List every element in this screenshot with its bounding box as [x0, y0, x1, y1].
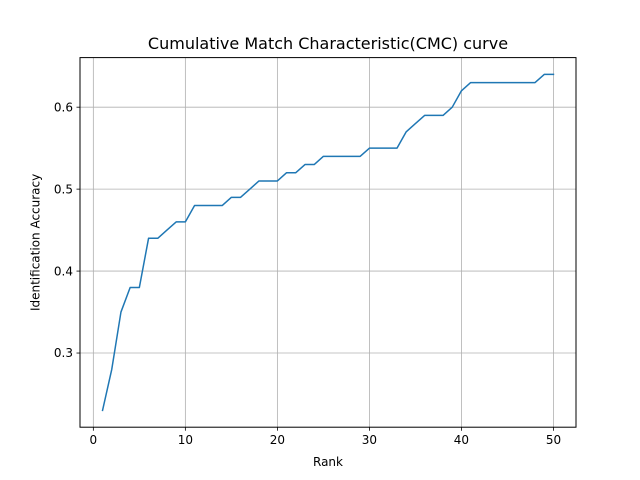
grid [80, 57, 576, 428]
y-tick-label: 0.3 [54, 346, 73, 360]
x-tick-label: 10 [178, 433, 193, 447]
series-layer [101, 73, 555, 412]
x-axis-ticks: 0 10 20 30 40 50 [90, 427, 561, 447]
plot-frame [79, 57, 577, 428]
x-axis-label: Rank [313, 455, 343, 469]
y-axis-ticks: 0.3 0.4 0.5 0.6 [54, 100, 80, 360]
series-line [101, 73, 555, 412]
x-tick-label: 30 [362, 433, 377, 447]
chart-title: Cumulative Match Characteristic(CMC) cur… [148, 34, 508, 53]
x-tick-label: 0 [90, 433, 98, 447]
y-axis-label: Identification Accuracy [29, 174, 43, 311]
y-tick-label: 0.5 [54, 182, 73, 196]
y-tick-label: 0.6 [54, 100, 73, 114]
x-tick-label: 40 [454, 433, 469, 447]
y-tick-label: 0.4 [54, 264, 73, 278]
x-tick-label: 50 [546, 433, 561, 447]
x-tick-label: 20 [270, 433, 285, 447]
